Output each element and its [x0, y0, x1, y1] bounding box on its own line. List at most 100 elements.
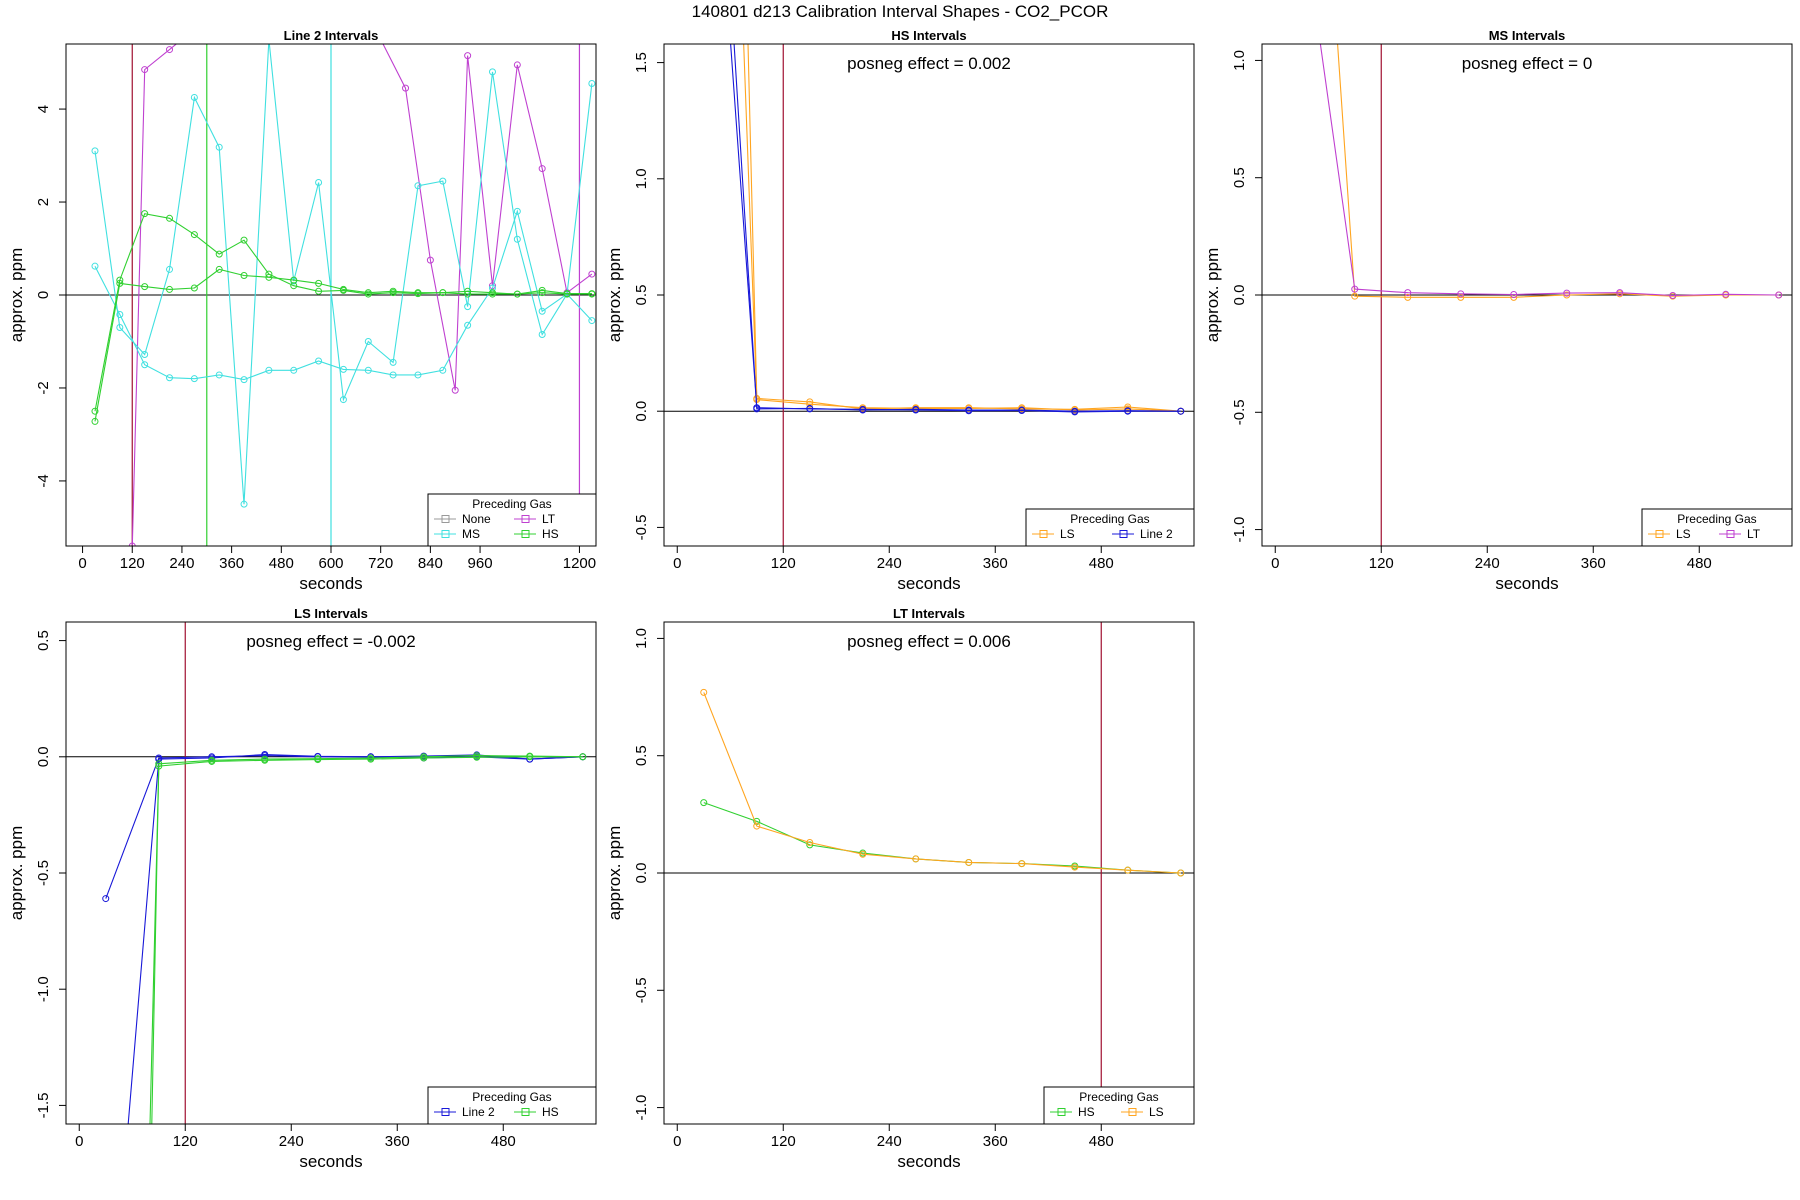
y-tick-label: 0.5 — [35, 630, 52, 651]
data-point — [753, 405, 761, 413]
data-point — [579, 753, 587, 761]
data-point — [464, 52, 472, 60]
data-point — [91, 262, 99, 270]
data-point — [240, 376, 248, 384]
data-point — [513, 207, 521, 215]
y-tick-label: -1.0 — [633, 1095, 650, 1121]
data-point — [538, 289, 546, 297]
data-point — [290, 366, 298, 374]
series-line-line-2 — [733, 44, 1181, 412]
data-point — [464, 303, 472, 311]
data-point — [426, 256, 434, 264]
data-point — [1669, 291, 1677, 299]
data-point — [1124, 403, 1132, 411]
x-tick-label: 480 — [1089, 555, 1114, 572]
data-point — [265, 366, 273, 374]
data-point — [753, 822, 761, 830]
data-point — [1775, 291, 1783, 299]
y-tick-label: -1.0 — [1231, 517, 1248, 543]
series-line-hs — [703, 802, 1181, 874]
data-point — [420, 753, 428, 761]
data-point — [1316, 34, 1322, 40]
data-point — [1563, 289, 1571, 297]
data-point — [526, 752, 534, 760]
legend-entry-label: HS — [1078, 1105, 1095, 1119]
data-point — [727, 36, 733, 42]
legend-swatch-marker — [441, 530, 450, 538]
data-point — [806, 841, 814, 849]
plot-area — [66, 622, 596, 1124]
data-point — [464, 321, 472, 329]
x-tick-label: 0 — [673, 555, 681, 572]
data-point — [700, 688, 708, 696]
legend-entry-label: LS — [1060, 527, 1075, 541]
data-point — [1351, 285, 1359, 293]
data-point — [538, 307, 546, 315]
data-point — [266, 36, 272, 42]
data-point — [538, 165, 546, 173]
y-tick-label: 1.5 — [633, 52, 650, 73]
data-point — [190, 93, 198, 101]
data-point — [1071, 863, 1079, 871]
data-point — [806, 839, 814, 847]
x-tick-label: 120 — [771, 1133, 796, 1150]
posneg-annotation: posneg effect = 0.006 — [847, 632, 1011, 651]
series-line-hs — [94, 213, 592, 412]
data-point — [488, 290, 496, 298]
legend-entry-label: HS — [542, 527, 559, 541]
data-point — [315, 287, 323, 295]
data-point — [215, 371, 223, 379]
data-point — [513, 290, 521, 298]
y-tick-label: 1.0 — [633, 168, 650, 189]
legend-entry-label: LT — [1747, 527, 1761, 541]
data-point — [290, 282, 298, 290]
data-point — [563, 290, 571, 298]
legend-swatch-marker — [1057, 1108, 1066, 1116]
data-point — [806, 404, 814, 412]
data-point — [190, 284, 198, 292]
series-line-lt — [1319, 44, 1779, 297]
x-tick-label: 120 — [1369, 555, 1394, 572]
legend-entry-label: LS — [1676, 527, 1691, 541]
legend-entry-label: None — [462, 512, 491, 526]
data-point — [731, 36, 737, 42]
y-tick-label: 4 — [35, 105, 52, 113]
x-tick-label: 360 — [983, 1133, 1008, 1150]
x-tick-label: 480 — [491, 1133, 516, 1150]
data-point — [315, 357, 323, 365]
data-point — [488, 68, 496, 76]
data-point — [1124, 405, 1132, 413]
data-point — [1018, 860, 1026, 868]
data-point — [1177, 869, 1185, 877]
y-axis-label: approx. ppm — [1203, 248, 1222, 343]
data-point — [1124, 866, 1132, 874]
legend-title: Preceding Gas — [472, 497, 551, 511]
data-point — [378, 36, 384, 42]
data-point — [389, 289, 397, 297]
data-point — [1722, 290, 1730, 298]
x-tick-label: 360 — [1581, 555, 1606, 572]
x-tick-label: 960 — [468, 555, 493, 572]
data-point — [1616, 289, 1624, 297]
data-point — [439, 289, 447, 297]
data-point — [965, 406, 973, 414]
series-line-ms — [94, 44, 593, 505]
data-point — [166, 214, 174, 222]
data-point — [513, 61, 521, 69]
legend-entry-label: LS — [1149, 1105, 1164, 1119]
data-point — [116, 311, 124, 319]
data-point — [116, 276, 124, 284]
chart-panel-5: LT Intervals 0 120 240 360 480 -1.0 -0.5 0.0 0.5 1… — [605, 606, 1195, 1171]
data-point — [315, 279, 323, 287]
data-point — [166, 374, 174, 382]
data-point — [91, 147, 99, 155]
posneg-annotation: posneg effect = -0.002 — [246, 632, 415, 651]
x-tick-label: 240 — [1475, 555, 1500, 572]
data-point — [339, 365, 347, 373]
legend-swatch-marker — [441, 1108, 450, 1116]
x-tick-label: 0 — [1271, 555, 1279, 572]
chart-title: LS Intervals — [294, 606, 368, 621]
x-axis-label: seconds — [897, 574, 960, 593]
